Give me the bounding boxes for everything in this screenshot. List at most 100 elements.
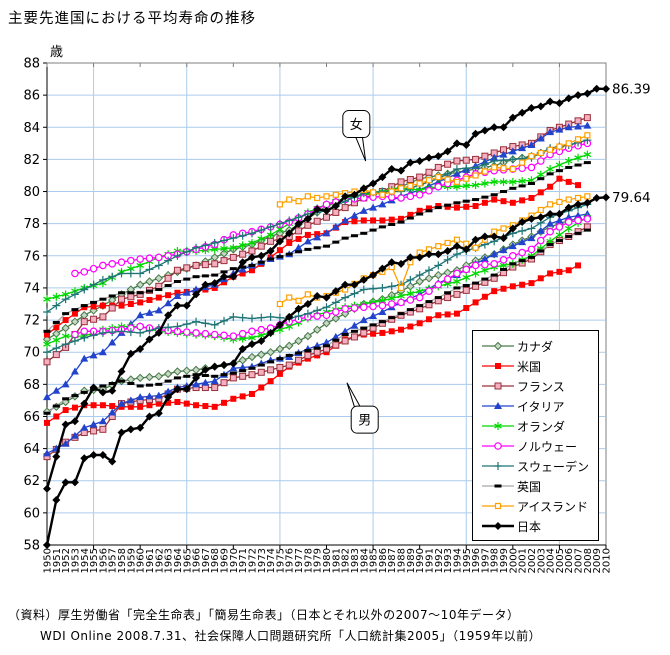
svg-text:1966: 1966 <box>192 548 203 573</box>
legend-item-uk: 英国 <box>481 476 598 496</box>
svg-text:64: 64 <box>23 442 40 457</box>
source-note-line1: （資料）厚生労働省「完全生命表」「簡易生命表」（日本とそれ以外の2007～10年… <box>8 608 520 622</box>
legend-marker-france <box>482 382 514 390</box>
series-japan-male <box>43 193 610 549</box>
svg-text:2001: 2001 <box>518 548 529 573</box>
svg-text:2008: 2008 <box>583 548 594 573</box>
svg-text:74: 74 <box>23 281 40 296</box>
svg-text:1960: 1960 <box>136 548 147 573</box>
legend-marker-canada <box>482 341 514 351</box>
legend-item-iceland: アイスランド <box>481 496 598 516</box>
svg-text:84: 84 <box>23 121 40 136</box>
legend-item-france: フランス <box>481 376 598 396</box>
legend-label-usa: 米国 <box>517 359 542 374</box>
svg-text:1984: 1984 <box>359 548 370 573</box>
axes <box>43 62 607 549</box>
legend-marker-uk <box>482 484 514 488</box>
source-note-line2: WDI Online 2008.7.31、社会保障人口問題研究所「人口統計集20… <box>40 629 542 643</box>
svg-text:1953: 1953 <box>70 548 81 573</box>
series-uk-male <box>43 228 591 415</box>
svg-text:2010: 2010 <box>602 548 613 573</box>
legend-label-netherlands: オランダ <box>517 419 566 434</box>
svg-text:78: 78 <box>23 217 40 232</box>
end-label-79.64: 79.64 <box>612 190 651 206</box>
legend-label-norway: ノルウェー <box>517 439 578 454</box>
legend-label-france: フランス <box>517 379 565 394</box>
svg-text:2002: 2002 <box>527 548 538 573</box>
legend-marker-iceland <box>482 502 514 510</box>
svg-text:86: 86 <box>23 89 40 104</box>
svg-text:2007: 2007 <box>574 548 585 573</box>
svg-text:1979: 1979 <box>313 548 324 573</box>
svg-text:1985: 1985 <box>369 548 380 573</box>
svg-text:2006: 2006 <box>564 548 575 573</box>
svg-text:1994: 1994 <box>452 548 463 573</box>
legend-item-italy: イタリア <box>481 396 598 416</box>
legend: カナダ米国フランスイタリアオランダノルウェースウェーデン英国 アイスランド日本 <box>472 330 599 541</box>
svg-text:1969: 1969 <box>220 548 231 573</box>
svg-text:2009: 2009 <box>592 548 603 573</box>
legend-label-canada: カナダ <box>517 339 554 354</box>
svg-text:1975: 1975 <box>275 548 286 573</box>
svg-text:1983: 1983 <box>350 548 361 573</box>
legend-marker-italy <box>482 402 514 409</box>
svg-text:2000: 2000 <box>508 548 519 573</box>
svg-text:1999: 1999 <box>499 548 510 573</box>
annotation-女: 女 <box>342 110 371 162</box>
svg-text:1964: 1964 <box>173 548 184 573</box>
y-axis-unit: 歳 <box>50 45 63 60</box>
svg-text:58: 58 <box>23 539 40 554</box>
svg-text:1981: 1981 <box>331 548 342 573</box>
svg-text:70: 70 <box>23 346 40 361</box>
svg-text:1978: 1978 <box>303 548 314 573</box>
legend-item-norway: ノルウェー <box>481 436 598 456</box>
legend-label-italy: イタリア <box>517 399 565 414</box>
svg-text:1970: 1970 <box>229 548 240 573</box>
svg-text:男: 男 <box>358 414 371 429</box>
legend-label-sweden: スウェーデン <box>517 459 590 474</box>
svg-text:72: 72 <box>23 314 40 329</box>
svg-text:1990: 1990 <box>415 548 426 573</box>
legend-marker-sweden <box>482 462 514 470</box>
legend-marker-usa <box>482 363 514 369</box>
svg-text:1987: 1987 <box>387 548 398 573</box>
svg-text:1968: 1968 <box>210 548 221 573</box>
svg-text:1965: 1965 <box>182 548 193 573</box>
svg-text:1952: 1952 <box>61 548 72 573</box>
series-japan-female <box>43 84 610 493</box>
legend-item-canada: カナダ <box>481 336 598 356</box>
svg-text:1993: 1993 <box>443 548 454 573</box>
svg-text:80: 80 <box>23 185 40 200</box>
svg-text:1972: 1972 <box>247 548 258 573</box>
svg-text:2005: 2005 <box>555 548 566 573</box>
legend-label-japan: 日本 <box>517 519 542 534</box>
svg-text:1961: 1961 <box>145 548 156 573</box>
svg-text:1977: 1977 <box>294 548 305 573</box>
svg-text:1992: 1992 <box>434 548 445 573</box>
svg-text:2004: 2004 <box>546 548 557 573</box>
svg-text:1959: 1959 <box>126 548 137 573</box>
x-axis-labels: 1950195119521953195419551956195719581959… <box>43 548 613 573</box>
svg-text:1980: 1980 <box>322 548 333 573</box>
legend-marker-netherlands <box>482 422 514 430</box>
series-sweden-male <box>43 200 592 357</box>
svg-text:1951: 1951 <box>52 548 63 573</box>
legend-marker-japan <box>482 522 514 530</box>
y-axis-labels: 58 60 62 64 66 68 70 72 74 76 78 80 82 84 86 88 歳 <box>23 45 63 554</box>
svg-text:60: 60 <box>23 506 40 521</box>
svg-text:1973: 1973 <box>257 548 268 573</box>
svg-text:2003: 2003 <box>536 548 547 573</box>
svg-text:1976: 1976 <box>285 548 296 573</box>
svg-text:1962: 1962 <box>154 548 165 573</box>
annotation-男: 男 <box>346 382 379 434</box>
svg-text:1989: 1989 <box>406 548 417 573</box>
svg-text:1986: 1986 <box>378 548 389 573</box>
svg-text:1955: 1955 <box>89 548 100 573</box>
svg-text:1958: 1958 <box>117 548 128 573</box>
svg-text:1956: 1956 <box>98 548 109 573</box>
svg-text:1974: 1974 <box>266 548 277 573</box>
svg-text:1954: 1954 <box>80 548 91 573</box>
svg-text:1998: 1998 <box>490 548 501 573</box>
series-norway-male <box>71 215 592 340</box>
end-label-86.39: 86.39 <box>612 81 651 97</box>
